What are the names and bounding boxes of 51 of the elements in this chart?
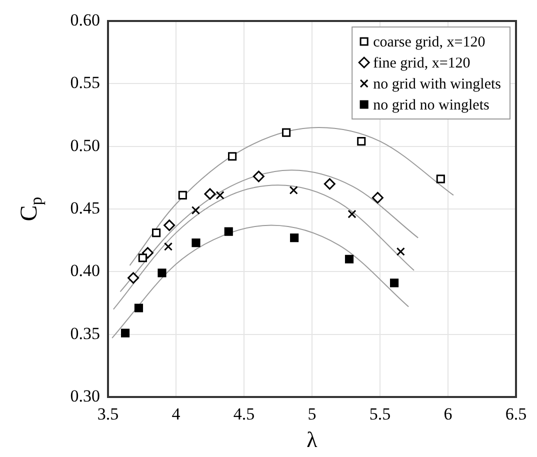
point [204,188,216,200]
point [164,220,176,232]
point [192,238,200,248]
line-series [112,184,414,310]
point [324,178,336,190]
point [357,137,366,146]
point [152,228,161,238]
y-axis-title: Cp [16,196,46,222]
legend-label: no grid with winglets [373,76,502,92]
y-tick-label: 0.55 [70,73,100,92]
point [344,254,354,264]
x-tick-label: 6.5 [505,404,527,424]
point [372,192,384,204]
x-tick-label: 6 [444,404,452,424]
point [396,247,405,256]
point [216,190,224,200]
legend-label: no grid no winglets [373,97,490,114]
point [224,227,233,236]
legend-label: coarse grid, x=120 [373,34,486,50]
y-tick-label: 0.40 [70,261,100,280]
point [290,234,299,242]
y-tick-label: 0.50 [70,136,100,155]
point [134,304,144,312]
x-axis-title: λ [306,426,318,452]
point [289,186,298,194]
x-tick-label: 4.5 [233,404,255,424]
line-series [120,170,419,292]
line-series [129,127,454,266]
point [348,210,356,218]
point [178,190,187,200]
x-tick-label: 5.5 [369,404,391,424]
point [128,272,140,284]
x-tick-label: 5 [308,404,316,424]
point [138,254,147,262]
y-tick-label: 0.60 [70,10,100,30]
x-tick-label: 3.5 [97,404,119,424]
legend-label: fine grid, x=120 [373,55,470,72]
point [191,206,200,215]
point [228,152,237,161]
y-tick-label: 0.30 [70,386,100,406]
x-tick-label: 4 [172,404,181,424]
point [436,174,445,184]
point [158,268,166,278]
point [252,170,264,182]
y-tick-label: 0.45 [70,198,100,218]
point [120,328,130,338]
line-series [112,224,410,339]
point [282,128,291,137]
y-tick-label: 0.35 [70,324,100,343]
point [164,242,173,251]
point [390,278,399,288]
